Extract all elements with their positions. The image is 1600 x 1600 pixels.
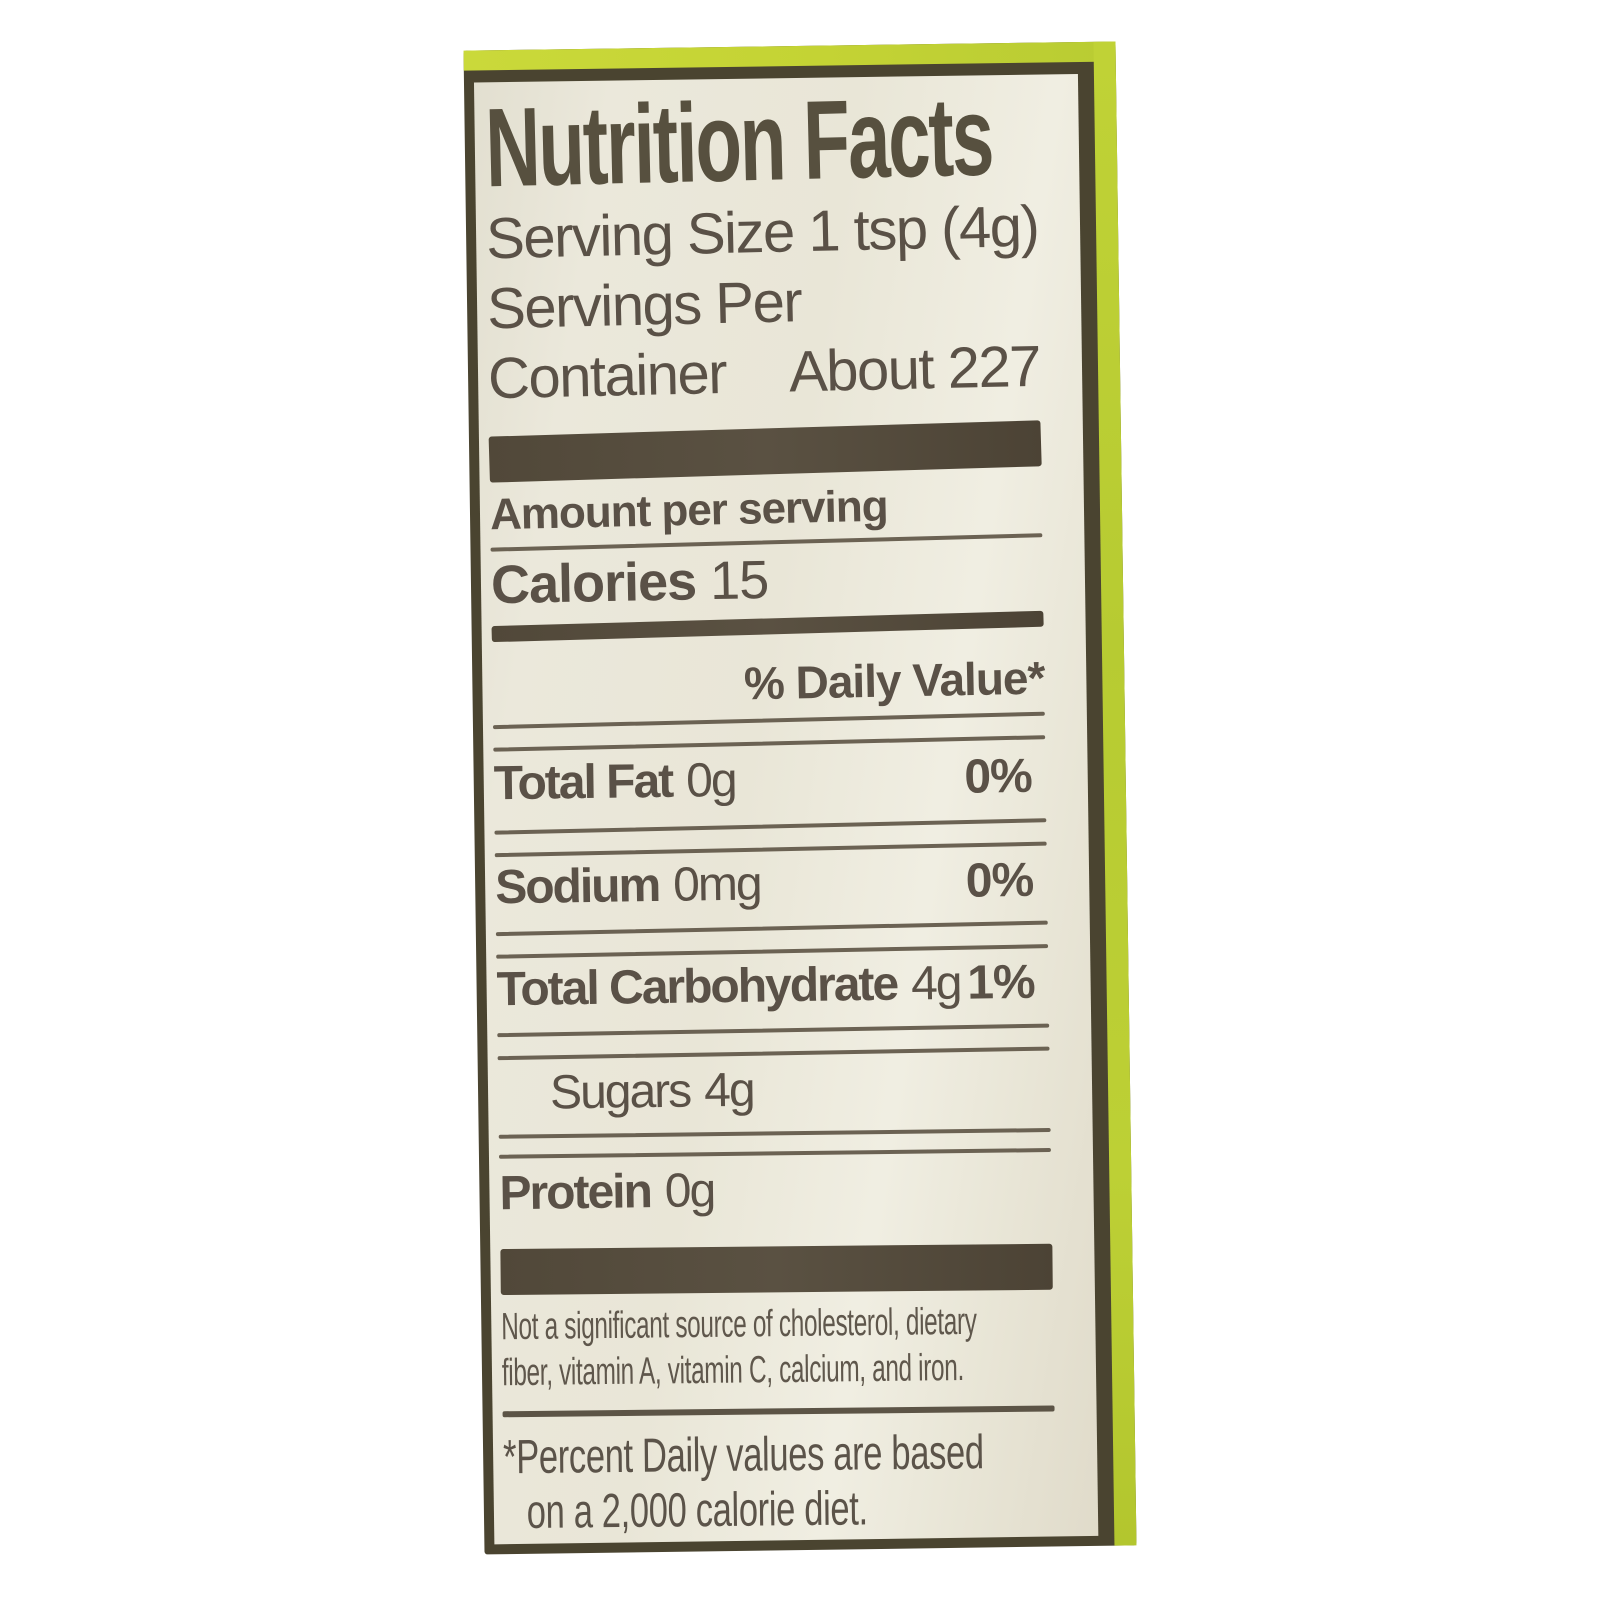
significance-footnote: Not a significant source of cholesterol,… [501,1298,1082,1397]
nutrient-name: Protein [499,1165,652,1221]
daily-value-footnote-line: *Percent Daily values are based [502,1426,984,1485]
separator-bar-bottom [500,1243,1053,1296]
package-green-edge-top [463,41,1116,71]
daily-value-header: % Daily Value* [743,651,1045,710]
servings-per-line: Servings Per [486,269,802,342]
nutrient-row-total-fat: Total Fat 0g 0% [493,749,1046,812]
serving-size-line: Serving Size 1 tsp (4g) [485,193,1039,272]
nutrient-amount: 0g [664,1164,715,1218]
calories-row: Calories 15 [490,544,1043,617]
nutrient-daily-value: 0% [963,749,1033,804]
package-green-edge-right [1093,41,1137,1546]
nutrient-row-sodium: Sodium 0mg 0% [495,853,1048,916]
separator-hairline [492,711,1045,730]
nutrient-row-total-carbohydrate: Total Carbohydrate 4g 1% [496,955,1049,1018]
significance-footnote-line: fiber, vitamin A, vitamin C, calcium, an… [501,1346,965,1395]
nutrient-amount: 0g [685,753,736,808]
nutrient-amount: 4g [703,1063,754,1118]
separator-hairline [498,1148,1051,1159]
separator-bar-top [488,420,1042,483]
nutrient-name: Sugars [549,1064,691,1120]
nutrient-daily-value: 1% [966,955,1035,1010]
nutrient-daily-value: 0% [965,853,1034,908]
nutrient-amount: 0mg [672,857,761,912]
nutrient-name: Total Fat [493,754,673,811]
separator-hairline [495,920,1048,937]
separator-hairline [497,1046,1050,1061]
container-value: About 227 [788,333,1041,405]
amount-per-serving-label: Amount per serving [489,481,889,540]
nutrient-name: Sodium [494,858,660,915]
separator-hairline [498,1128,1051,1139]
separator-hairline [497,1023,1050,1038]
daily-value-footnote-line: on a 2,000 calorie diet. [526,1482,869,1539]
calories-value: 15 [709,549,769,612]
nutrition-label: Nutrition Facts Serving Size 1 tsp (4g) … [473,74,1099,1545]
nutrient-row-sugars: Sugars 4g [498,1059,1051,1122]
container-label: Container [487,340,727,412]
container-line: Container About 227 [487,333,1041,412]
separator-hairline [494,818,1047,835]
calories-label: Calories [490,551,697,616]
daily-value-footnote: *Percent Daily values are based on a 2,0… [503,1424,1099,1541]
footnote-separator-line [502,1405,1055,1418]
nutrient-row-protein: Protein 0g [499,1159,1052,1222]
significance-footnote-line: Not a significant source of cholesterol,… [501,1300,977,1349]
nutrient-name: Total Carbohydrate [496,957,898,1017]
separator-bar-medium [491,610,1044,643]
nutrient-amount: 4g [910,956,961,1011]
package-edge: Nutrition Facts Serving Size 1 tsp (4g) … [463,41,1137,1555]
nutrition-facts-title: Nutrition Facts [483,74,994,211]
